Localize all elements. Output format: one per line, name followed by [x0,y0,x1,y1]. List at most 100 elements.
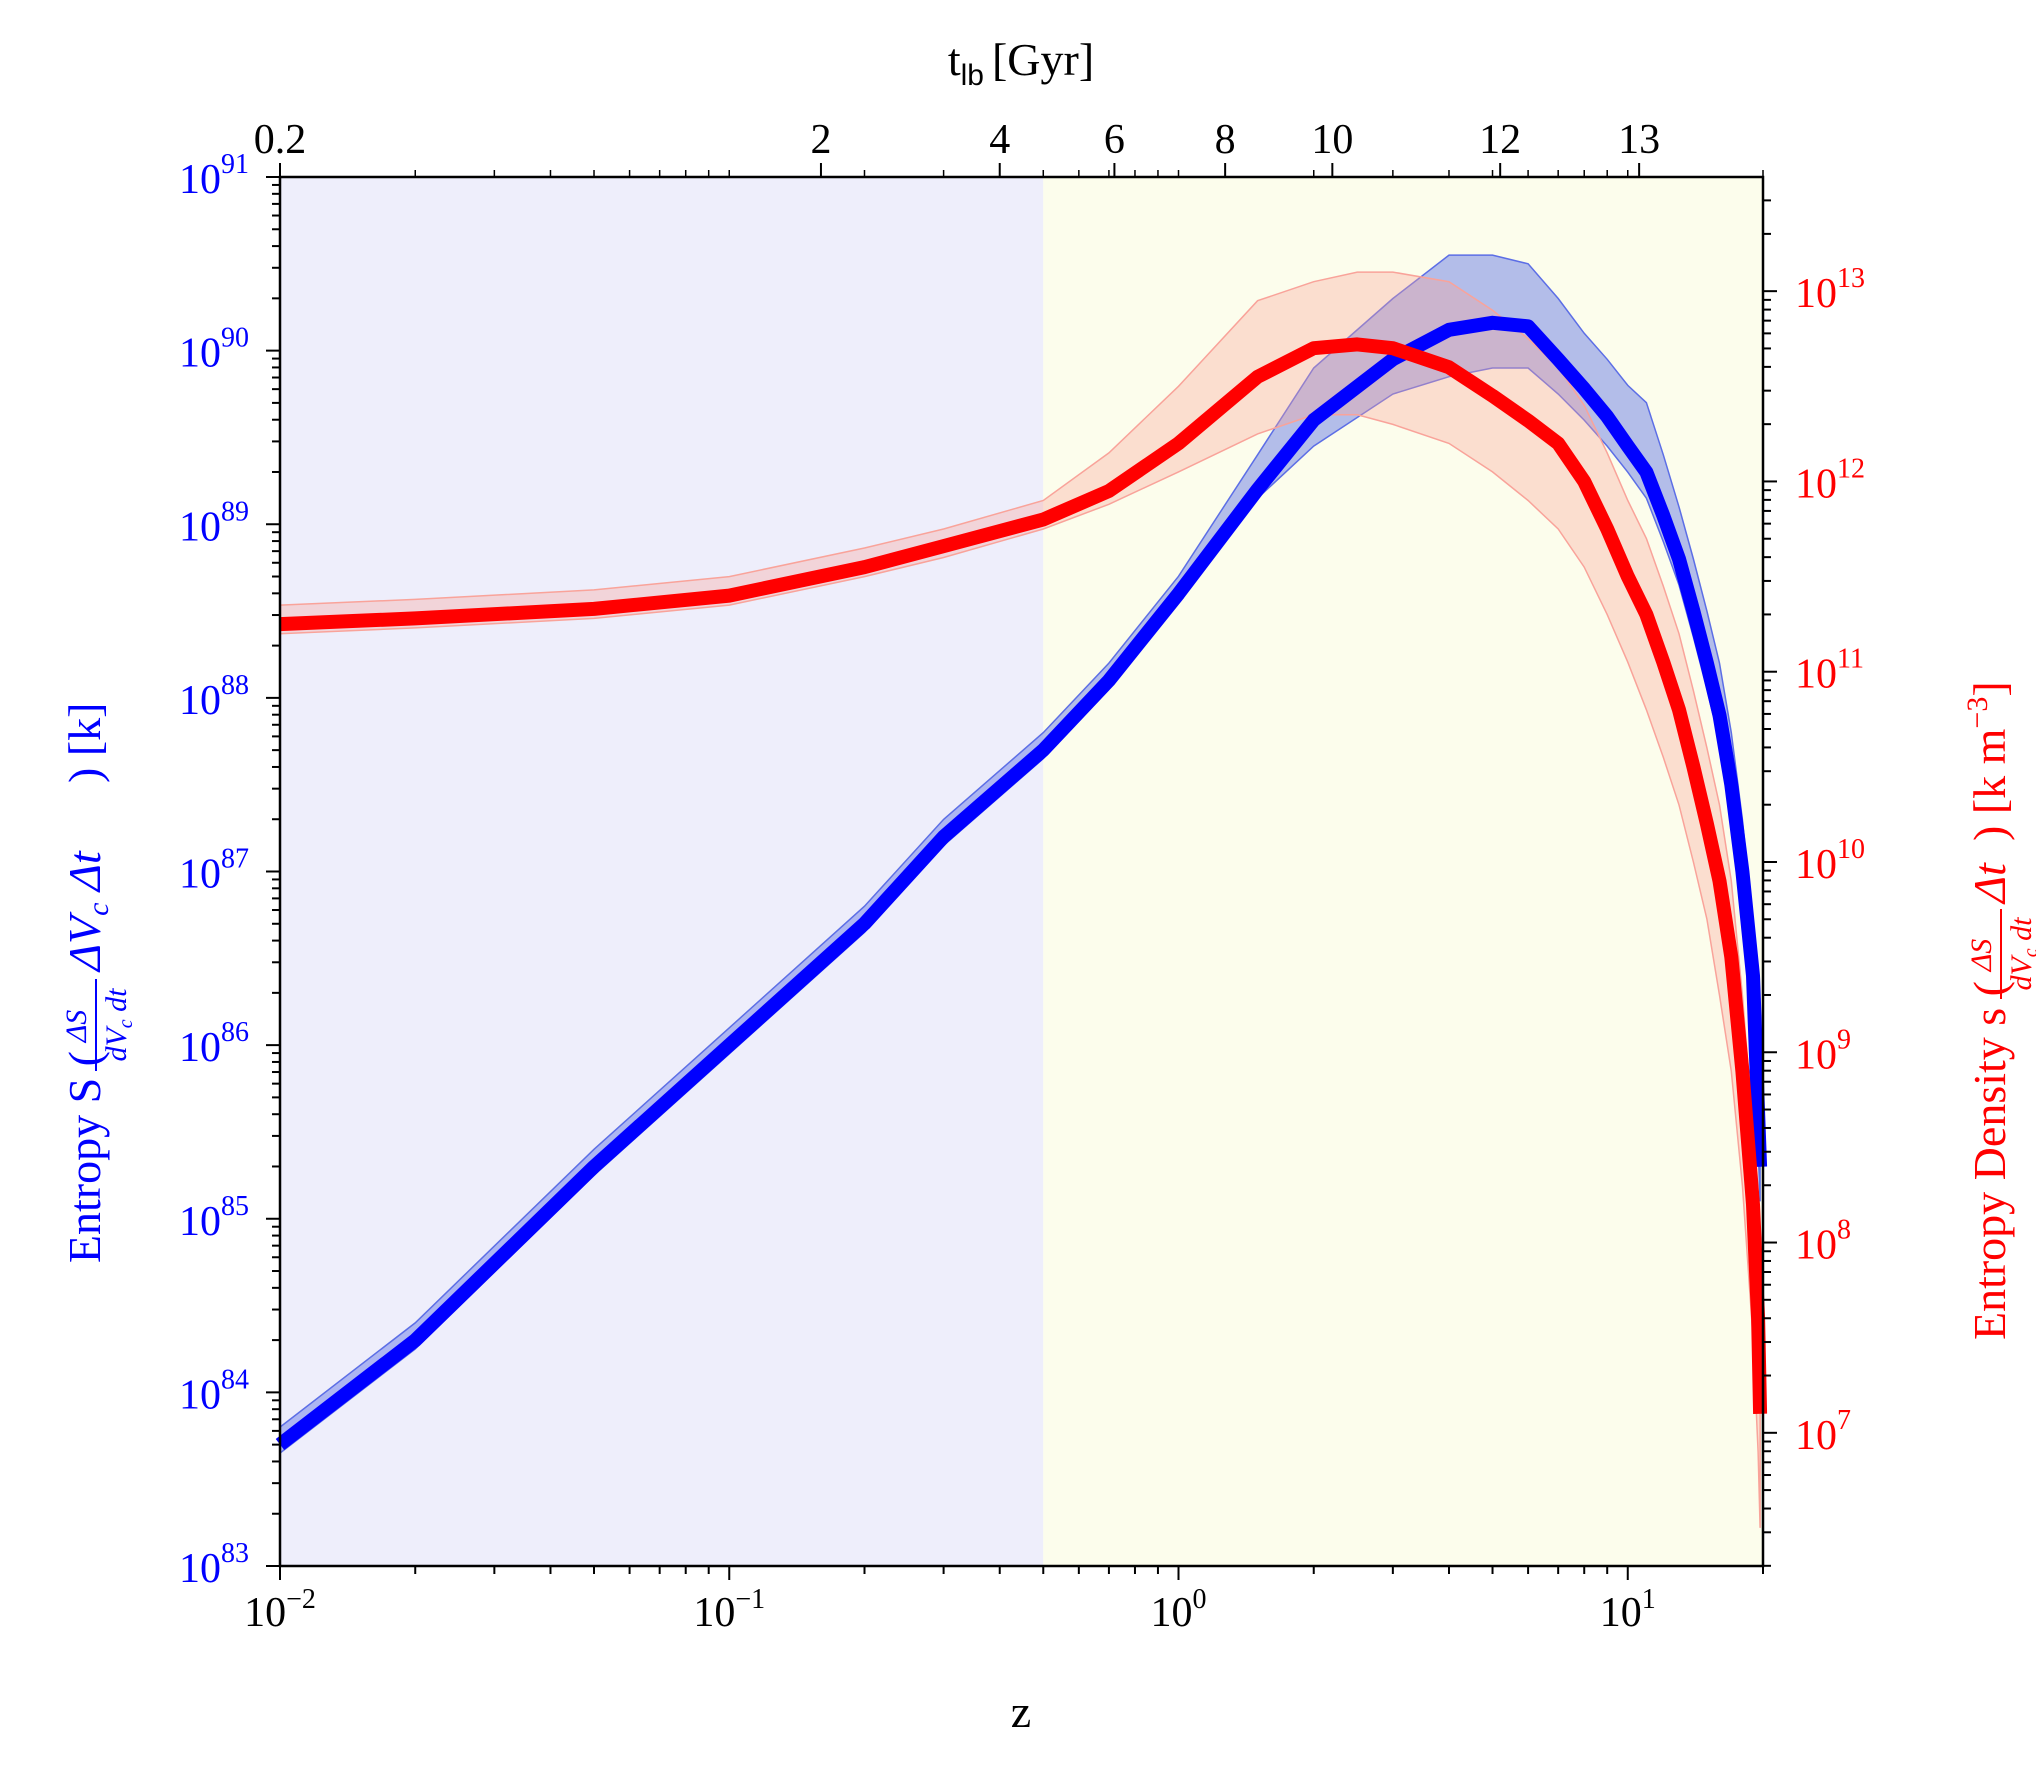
x-tick-label: 10−1 [693,1584,765,1636]
left-axis-label-close: ) [k] [59,703,110,783]
left-tick-label: 1089 [179,496,249,550]
right-tick-label-exp: 8 [1837,1215,1851,1246]
left-tick-label-base: 10 [179,504,221,550]
right-axis-label-text: Entropy Density s ( [1964,981,2015,1340]
left-axis-frac-den-sub: c [115,1019,137,1028]
top-axis-label-main: t [948,34,961,85]
top-tick-label: 6 [1104,117,1125,163]
left-tick-label-base: 10 [179,331,221,377]
right-tick-label: 1013 [1795,263,1865,317]
top-tick-label: 12 [1479,117,1521,163]
top-axis-label: tlb [Gyr] [948,34,1094,92]
top-axis-label-sub: lb [961,59,984,92]
right-tick-label-base: 10 [1795,271,1837,317]
right-axis-close-text: ) [k m [1964,728,2015,841]
left-tick-label-base: 10 [179,678,221,724]
left-tick-label-base: 10 [179,1372,221,1418]
right-tick-label-base: 10 [1795,842,1837,888]
right-tick-label: 1010 [1795,834,1865,888]
x-tick-label: 10−2 [244,1584,316,1636]
left-axis-label: Entropy S ( ΔS dVc dt ΔVc Δt ) [k] [59,703,137,1264]
right-axis-close-end: ] [1964,681,2015,696]
right-tick-label-exp: 11 [1837,644,1864,675]
right-tick-label-base: 10 [1795,1413,1837,1459]
left-tick-label-exp: 85 [221,1191,249,1222]
right-tick-label-base: 10 [1795,1223,1837,1269]
left-tick-label-exp: 91 [221,149,249,180]
left-axis-frac-den-main: dV [100,1025,133,1062]
right-tick-label: 1012 [1795,453,1865,507]
left-tick-label: 1087 [179,844,249,898]
series-line-left [275,315,1768,1451]
series-lines [275,315,1768,1451]
left-tick-label-exp: 83 [221,1538,249,1569]
right-tick-label-base: 10 [1795,652,1837,698]
left-tick-label: 1084 [179,1364,249,1418]
left-axis-frac-num: ΔS [60,1010,93,1044]
series-band-right [279,271,1761,1528]
right-axis-frac-num: ΔS [1965,939,1998,973]
x-tick-label: 101 [1600,1584,1656,1636]
right-axis-label: Entropy Density s ( ΔS dVc dt Δt ) [k m−… [1961,681,2036,1340]
left-tick-label-exp: 90 [221,323,249,354]
right-axis-frac-den-main: dV [2005,954,2036,991]
top-tick-label: 10 [1311,117,1353,163]
left-axis-label-text: Entropy S ( [59,1051,110,1263]
x-axis-label: z [1011,1686,1031,1737]
axis-ticks [266,163,1777,1580]
left-axis-expr-tail: Δt [59,850,110,902]
x-tick-label-base: 10 [244,1590,286,1636]
left-tick-label: 1090 [179,323,249,377]
left-tick-label-base: 10 [179,157,221,203]
x-tick-label-exp: 1 [1642,1584,1656,1615]
left-tick-label: 1086 [179,1017,249,1071]
right-tick-label-exp: 12 [1837,453,1865,484]
x-tick-label-base: 10 [1151,1590,1193,1636]
left-axis-frac-den-tail: dt [100,988,133,1020]
right-tick-label: 108 [1795,1215,1851,1269]
left-tick-label-exp: 87 [221,844,249,875]
top-tick-label: 4 [989,117,1010,163]
right-axis-close-sup: −3 [1961,697,1994,729]
x-tick-label-base: 10 [693,1590,735,1636]
right-tick-label-base: 10 [1795,461,1837,507]
left-tick-label-exp: 89 [221,496,249,527]
tick-labels: 10−2 10−1 100 1010.2 2 4 6 8 10 12 131083108410851… [179,117,1865,1636]
right-axis-frac-den: dVc dt [2005,917,2036,991]
x-tick-label-exp: 0 [1193,1584,1207,1615]
left-tick-label-base: 10 [179,1025,221,1071]
top-tick-label: 8 [1215,117,1236,163]
x-tick-label: 100 [1151,1584,1207,1636]
right-tick-label: 109 [1795,1024,1851,1078]
left-tick-label-base: 10 [179,852,221,898]
x-tick-label-base: 10 [1600,1590,1642,1636]
right-tick-label-base: 10 [1795,1032,1837,1078]
left-tick-label-exp: 86 [221,1017,249,1048]
left-tick-label: 1083 [179,1538,249,1592]
right-tick-label: 107 [1795,1405,1851,1459]
left-tick-label: 1091 [179,149,249,203]
left-tick-label-exp: 84 [221,1364,249,1395]
top-axis-label-unit: [Gyr] [992,34,1094,85]
right-axis-expr: Δt [1964,862,2015,905]
series-line-right [279,337,1768,1414]
right-tick-label-exp: 9 [1837,1024,1851,1055]
top-tick-label: 2 [810,117,831,163]
left-axis-expr-main: ΔV [59,911,110,973]
right-tick-label: 1011 [1795,644,1864,698]
left-axis-expr: ΔVc Δt [59,850,115,973]
x-tick-label-exp: −1 [735,1584,765,1615]
left-tick-label: 1088 [179,670,249,724]
right-tick-label-exp: 7 [1837,1405,1851,1436]
top-tick-label: 13 [1618,117,1660,163]
left-tick-label-exp: 88 [221,670,249,701]
background-region-1 [1043,177,1763,1566]
left-axis-frac-den: dVc dt [100,988,137,1062]
left-tick-label-base: 10 [179,1199,221,1245]
left-tick-label-base: 10 [179,1546,221,1592]
right-tick-label-exp: 13 [1837,263,1865,294]
x-tick-label-exp: −2 [286,1584,316,1615]
right-axis-frac-den-tail: dt [2005,917,2036,949]
